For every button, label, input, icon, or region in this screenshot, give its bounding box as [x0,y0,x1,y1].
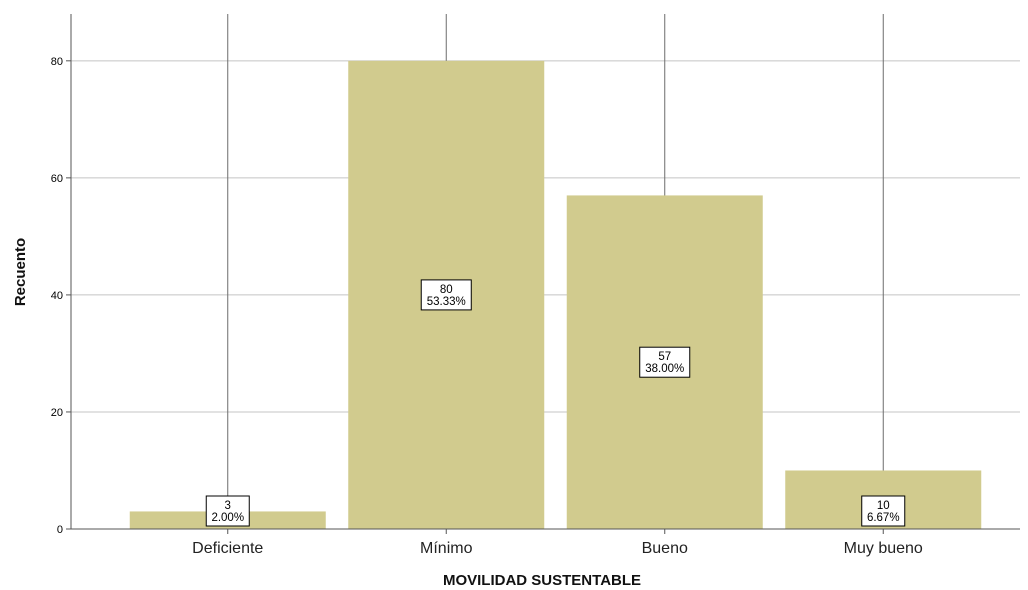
y-tick-label: 80 [51,56,63,68]
x-tick-label: Deficiente [192,540,263,557]
data-label-percent: 6.67% [867,512,900,524]
data-label-box [205,495,250,527]
y-tick-label: 20 [51,407,63,419]
data-label-0: 32.00% [205,495,250,527]
data-label-count: 80 [440,284,453,296]
data-label-count: 10 [877,500,890,512]
y-axis-title: Recuento [12,238,29,306]
data-label-box [639,346,691,378]
axes-layer: 0 20 40 60 80 Deficiente Mínimo Bueno Muy bueno [51,14,1020,557]
y-tick-label: 0 [57,524,63,536]
data-label-3: 106.67% [861,495,906,527]
data-label-count: 3 [225,500,231,512]
data-label-percent: 38.00% [645,363,684,375]
y-tick-label: 40 [51,290,63,302]
data-label-percent: 2.00% [211,512,244,524]
data-label-box [420,279,472,311]
x-axis-title: MOVILIDAD SUSTENTABLE [443,572,641,589]
y-tick-label: 60 [51,173,63,185]
x-tick-label: Mínimo [420,540,473,557]
x-tick-label: Bueno [642,540,688,557]
data-label-box [861,495,906,527]
x-tick-label: Muy bueno [844,540,923,557]
grid-layer [71,14,1020,529]
data-label-count: 57 [658,351,671,363]
data-label-percent: 53.33% [427,296,466,308]
